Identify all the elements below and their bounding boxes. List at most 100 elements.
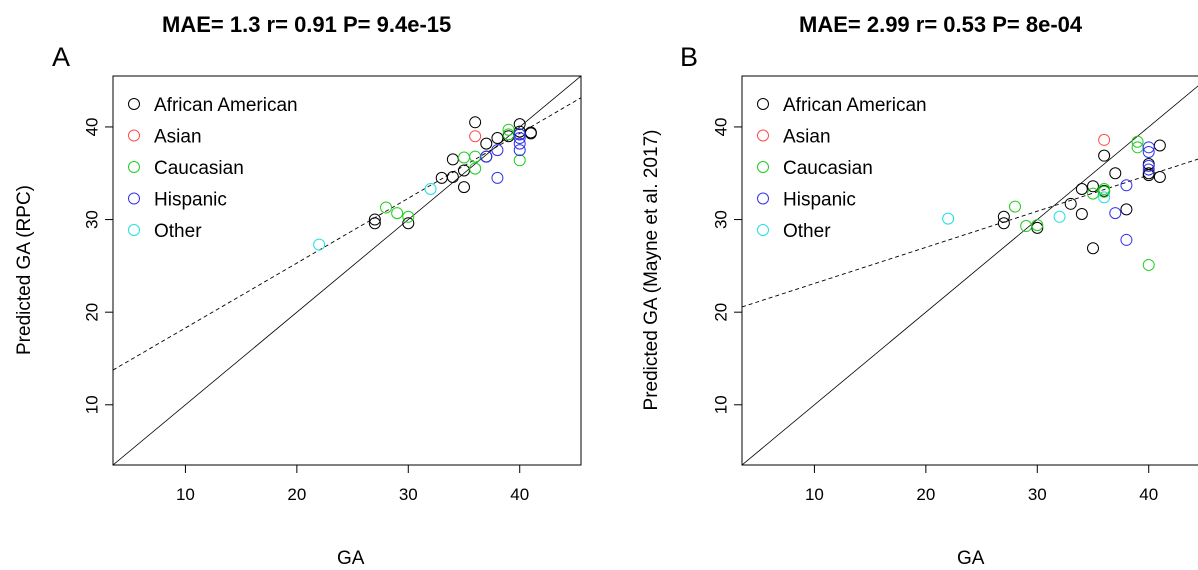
panel-b-y-tick-label: 20 — [711, 303, 730, 322]
panel-b-data-point — [1142, 159, 1155, 172]
panel-b-data-point — [1031, 221, 1044, 234]
panel-a-data-point — [469, 162, 482, 175]
panel-b-legend-label: African American — [783, 95, 927, 116]
panel-a-legend-label: Asian — [154, 127, 202, 148]
panel-a-data-point — [513, 118, 526, 131]
panel-a-data-point — [368, 217, 381, 230]
panel-b-data-point — [1087, 187, 1099, 200]
panel-a-data-point — [402, 210, 415, 223]
panel-a-x-tick-label: 30 — [399, 485, 418, 504]
panel-b-data-point — [1142, 141, 1155, 154]
panel-b-label: B — [680, 42, 699, 72]
panel-a-legend-marker — [128, 98, 140, 110]
panel-a-data-point — [491, 132, 504, 145]
panel-b-data-point — [1120, 179, 1133, 192]
panel-a-y-tick-label: 20 — [82, 303, 101, 322]
panel-a-data-point — [469, 116, 482, 129]
panel-b-x-tick-label: 30 — [1028, 485, 1047, 504]
panel-a-data-point — [380, 201, 392, 214]
panel-a: MAE= 1.3 r= 0.91 P= 9.4e-15 A 10 20 30 40 10… — [0, 0, 600, 569]
panel-b-legend-marker — [757, 129, 769, 142]
panel-a-data-point — [402, 217, 415, 230]
panel-b-title: MAE= 2.99 r= 0.53 P= 8e-04 — [799, 12, 1083, 37]
panel-a-data-point — [368, 213, 381, 226]
panel-a-data-point — [469, 150, 482, 163]
panel-a-data-point — [513, 144, 526, 157]
panel-a-data-point — [524, 127, 537, 140]
panel-a-data-point — [491, 144, 504, 157]
panel-b-legend-marker — [757, 192, 769, 205]
panel-b-y-tick-label: 30 — [711, 210, 730, 229]
panel-b-legend-marker — [757, 98, 769, 110]
panel-a-y-tick-label: 40 — [82, 117, 101, 136]
panel-b-plot: 10 20 30 40 10 20 30 40 African American Asian Cau… — [711, 75, 1198, 504]
panel-a-data-point — [313, 238, 326, 251]
panel-a-data-point — [458, 151, 470, 164]
panel-a-data-point — [513, 132, 526, 145]
panel-a-data-point — [424, 182, 437, 195]
panel-a-plot-frame — [112, 75, 582, 466]
panel-a-data-point — [524, 126, 537, 139]
panel-b-data-point — [1131, 135, 1144, 148]
panel-b-ylabel: Predicted GA (Mayne et al. 2017) — [641, 129, 662, 411]
panel-a-title: MAE= 1.3 r= 0.91 P= 9.4e-15 — [162, 12, 452, 37]
panel-b: MAE= 2.99 r= 0.53 P= 8e-04 B 10 20 30 40 10 2… — [599, 0, 1198, 569]
panel-b-fit-line — [742, 158, 1198, 308]
panel-b-data-point — [942, 212, 955, 225]
panel-b-y-tick-label: 10 — [711, 395, 730, 414]
panel-b-data-point — [1142, 145, 1155, 158]
panel-a-y-tick-label: 30 — [82, 210, 101, 229]
panel-a-data-point — [491, 171, 504, 184]
panel-b-x-tick-label: 40 — [1139, 485, 1158, 504]
panel-a-x-tick-label: 20 — [287, 485, 306, 504]
panel-a-identity-line — [113, 76, 581, 465]
panel-b-data-point — [1142, 163, 1155, 176]
panel-b-y-tick-label: 40 — [711, 117, 730, 136]
panel-a-data-point — [446, 170, 459, 183]
panel-a-legend-marker — [128, 224, 140, 236]
panel-a-data-point — [391, 207, 404, 220]
panel-a-y-tick-label: 10 — [82, 395, 101, 414]
panel-b-x-tick-label: 10 — [805, 485, 824, 504]
panel-a-legend-label: Hispanic — [154, 190, 227, 211]
panel-a-legend-label: Other — [154, 221, 202, 242]
panel-b-data-point — [1120, 233, 1133, 246]
panel-a-legend-marker — [128, 161, 140, 173]
panel-a-legend-marker — [128, 129, 140, 142]
panel-b-x-tick-label: 20 — [916, 485, 935, 504]
panel-a-legend-label: Caucasian — [154, 158, 244, 179]
panel-b-data-point — [997, 210, 1010, 223]
panel-b-data-point — [1120, 203, 1133, 216]
panel-b-data-point — [1098, 133, 1111, 146]
panel-b-data-point — [1053, 210, 1066, 223]
panel-b-data-point — [1064, 197, 1077, 210]
panel-b-data-point — [1153, 170, 1166, 183]
panel-b-data-point — [1098, 191, 1111, 204]
panel-a-x-tick-label: 10 — [176, 485, 195, 504]
panel-a-legend-label: African American — [154, 95, 298, 116]
panel-a-fit-line — [113, 97, 581, 371]
panel-b-data-point — [1087, 180, 1099, 193]
panel-a-data-point — [480, 137, 493, 150]
panel-a-data-point — [435, 171, 448, 184]
panel-b-data-point — [1142, 258, 1155, 271]
panel-a-data-point — [480, 150, 493, 163]
panel-a-data-point — [469, 130, 482, 143]
panel-b-legend-label: Hispanic — [783, 190, 856, 211]
panel-a-data-point — [513, 137, 526, 150]
panel-a-data-point — [513, 125, 526, 138]
panel-a-data-point — [446, 153, 459, 166]
panel-b-data-point — [1075, 182, 1088, 195]
panel-b-data-point — [1031, 219, 1044, 232]
panel-a-data-point — [502, 123, 515, 136]
panel-b-data-point — [1109, 207, 1122, 220]
panel-b-data-point — [1098, 182, 1111, 195]
panel-b-data-point — [1075, 208, 1088, 221]
panel-b-legend-marker — [757, 161, 769, 173]
panel-a-data-point — [458, 181, 470, 194]
panel-b-legend-label: Other — [783, 221, 831, 242]
panel-b-data-point — [1009, 200, 1021, 213]
panel-b-data-point — [997, 217, 1010, 230]
panel-a-x-tick-label: 40 — [510, 485, 529, 504]
panel-a-plot: 10 20 30 40 10 20 30 40 African American Asian Cau… — [82, 75, 582, 504]
